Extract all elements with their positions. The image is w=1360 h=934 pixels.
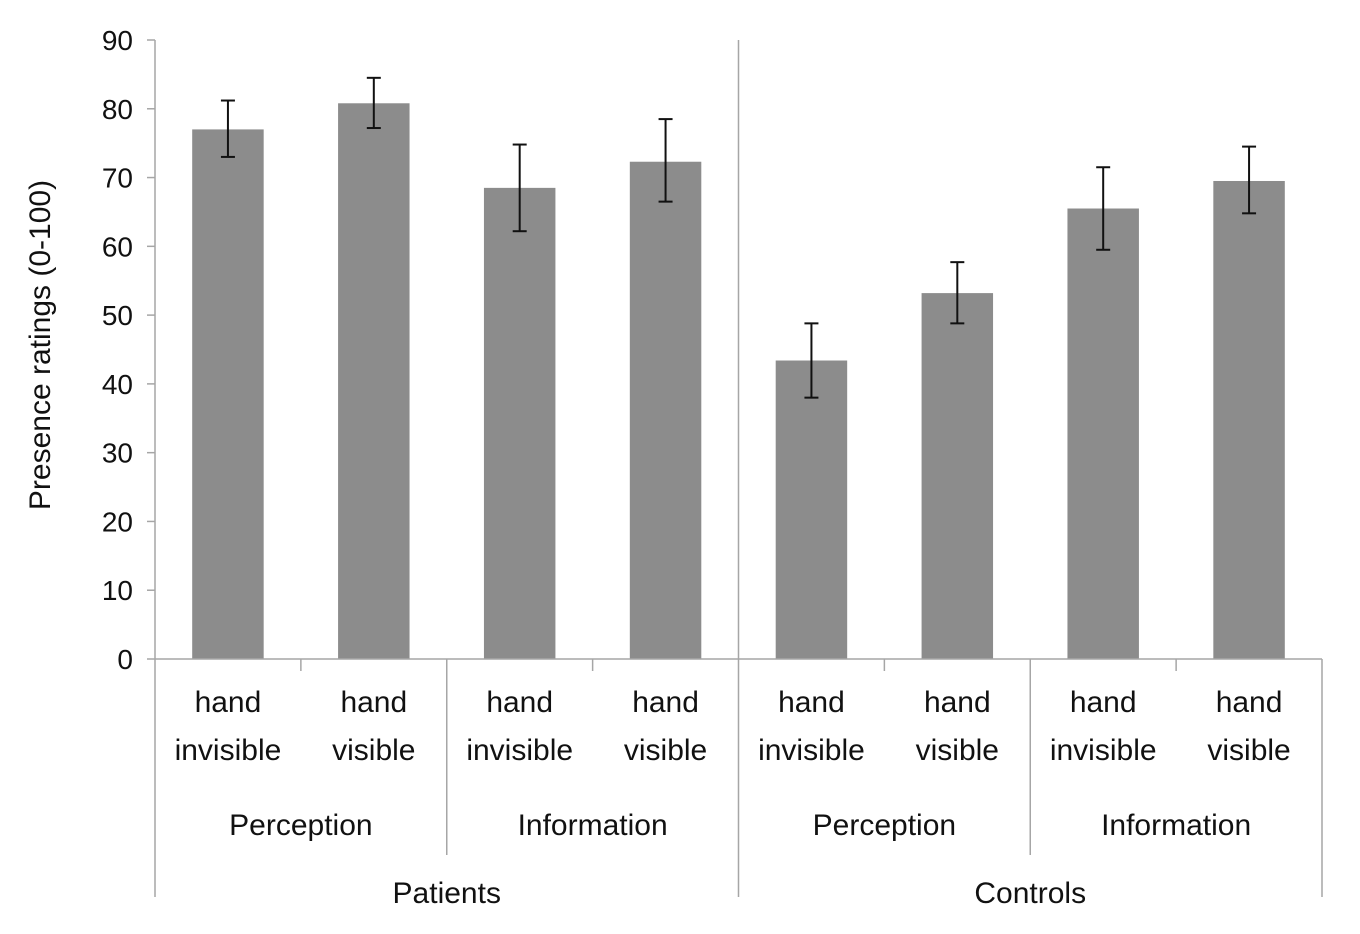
y-axis-label: Presence ratings (0-100) xyxy=(24,180,57,510)
x-tick-label-line2: invisible xyxy=(758,734,865,767)
x-tick-label-line1: hand xyxy=(195,686,262,719)
x-tick-label-line1: hand xyxy=(778,686,845,719)
group-label: Controls xyxy=(974,877,1086,910)
bars xyxy=(192,103,1285,659)
subgroup-label: Perception xyxy=(229,809,372,842)
x-tick-label-line1: hand xyxy=(924,686,991,719)
x-tick-label-line1: hand xyxy=(1216,686,1283,719)
subgroup-label: Information xyxy=(518,809,668,842)
bar xyxy=(192,129,264,659)
y-tick-label: 30 xyxy=(102,438,133,469)
bar xyxy=(921,293,994,659)
bar xyxy=(629,161,702,659)
x-axis: hand invisible hand visible Perception hand in… xyxy=(154,40,1323,910)
bar xyxy=(1213,180,1285,659)
y-tick-label: 0 xyxy=(117,644,133,675)
y-tick-label: 90 xyxy=(102,25,133,56)
y-tick-label: 80 xyxy=(102,94,133,125)
x-tick-label-line1: hand xyxy=(340,686,407,719)
y-axis: 0 10 20 30 40 50 60 70 80 90 xyxy=(102,25,156,675)
y-tick-label: 40 xyxy=(102,369,133,400)
group-label: Patients xyxy=(393,877,501,910)
x-tick-label-line2: invisible xyxy=(466,734,573,767)
x-tick-label-line1: hand xyxy=(632,686,699,719)
bar xyxy=(775,360,848,659)
y-tick-label: 70 xyxy=(102,163,133,194)
x-tick-label-line2: invisible xyxy=(175,734,282,767)
error-bars xyxy=(220,76,1257,399)
x-tick-label-line2: invisible xyxy=(1050,734,1157,767)
x-tick-label-line2: visible xyxy=(916,734,999,767)
bar xyxy=(483,187,556,659)
y-tick-label: 20 xyxy=(102,506,133,537)
y-tick-label: 10 xyxy=(102,575,133,606)
y-tick-label: 60 xyxy=(102,231,133,262)
y-tick-label: 50 xyxy=(102,300,133,331)
x-tick-label-line2: visible xyxy=(1207,734,1290,767)
x-tick-label-line1: hand xyxy=(1070,686,1137,719)
bar xyxy=(1067,208,1139,659)
subgroup-label: Information xyxy=(1101,809,1251,842)
x-tick-label-line1: hand xyxy=(486,686,553,719)
bar xyxy=(338,103,410,659)
x-tick-label-line2: visible xyxy=(624,734,707,767)
x-tick-label-line2: visible xyxy=(332,734,415,767)
subgroup-label: Perception xyxy=(813,809,956,842)
